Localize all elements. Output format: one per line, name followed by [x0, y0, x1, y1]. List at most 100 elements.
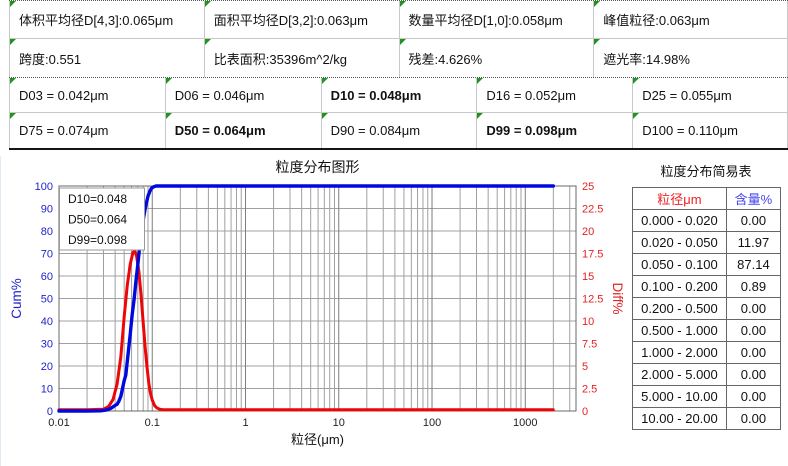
- summary-table: 粒径μm 含量% 0.000 - 0.020 0.00 0.020 - 0.050 11.…: [632, 187, 782, 430]
- percentile-cell[interactable]: D03 = 0.042μm: [9, 78, 165, 113]
- content-value-cell: 11.97: [725, 231, 782, 254]
- annotation-text: D50=0.064: [68, 213, 127, 227]
- percentile-cell-text: D99 = 0.098μm: [486, 123, 578, 138]
- summary-panel: 粒度分布简易表 粒径μm 含量% 0.000 - 0.020 0.00 0.020 - …: [631, 161, 782, 430]
- statistics-table: 体积平均径D[4,3]:0.065μm 面积平均径D[3,2]:0.063μm 数量…: [9, 0, 788, 78]
- stat-cell-text: 数量平均径D[1,0]:0.058μm: [408, 13, 563, 28]
- percentile-cell-text: D100 = 0.110μm: [642, 123, 738, 138]
- stat-cell-text: 体积平均径D[4,3]:0.065μm: [19, 13, 174, 28]
- size-range-cell: 10.00 - 20.00: [632, 407, 727, 430]
- percentile-cell[interactable]: D50 = 0.064μm: [164, 113, 321, 148]
- left-tick-label: 50: [41, 294, 53, 306]
- annotation-box: [59, 187, 145, 251]
- percentile-cell-text: D25 = 0.055μm: [642, 87, 732, 103]
- cell-marker-icon: [321, 78, 328, 84]
- table-row: 0.020 - 0.050 11.97: [632, 231, 782, 254]
- percentile-cell[interactable]: D06 = 0.046μm: [164, 78, 321, 113]
- percentile-cell[interactable]: D25 = 0.055μm: [632, 78, 788, 113]
- cell-marker-icon: [10, 39, 16, 45]
- stat-cell[interactable]: 比表面积:35396m^2/kg: [203, 39, 399, 77]
- table-row: 0.050 - 0.100 87.14: [632, 253, 782, 276]
- stat-cell[interactable]: 遮光率:14.98%: [593, 39, 788, 77]
- table-row: 5.000 - 10.00 0.00: [632, 385, 782, 408]
- annotation-text: D10=0.048: [68, 192, 127, 206]
- table-row: 10.00 - 20.00 0.00: [632, 407, 782, 430]
- cell-marker-icon: [165, 78, 172, 84]
- stat-cell-text: 面积平均径D[3,2]:0.063μm: [213, 13, 368, 28]
- x-tick-label: 10: [333, 417, 345, 429]
- distribution-chart: D10=0.048D50=0.064D99=0.0980102030405060…: [9, 159, 625, 447]
- cell-marker-icon: [165, 113, 172, 119]
- percentile-cell[interactable]: D100 = 0.110μm: [632, 113, 788, 148]
- size-range-cell: 2.000 - 5.000: [632, 363, 727, 386]
- size-range-cell: 0.020 - 0.050: [632, 231, 727, 254]
- cell-marker-icon: [10, 113, 16, 119]
- right-tick-label: 17.5: [582, 249, 603, 261]
- percentile-cell-text: D50 = 0.064μm: [174, 123, 266, 138]
- stat-cell[interactable]: 体积平均径D[4,3]:0.065μm: [9, 1, 204, 39]
- content-value-cell: 0.00: [725, 363, 782, 386]
- cell-marker-icon: [594, 1, 601, 7]
- content-value-cell: 0.00: [725, 407, 782, 430]
- percentile-cell[interactable]: D16 = 0.052μm: [476, 78, 633, 113]
- right-tick-label: 12.5: [582, 294, 603, 306]
- content-value-cell: 0.89: [725, 275, 782, 298]
- size-range-cell: 0.200 - 0.500: [632, 297, 727, 320]
- cumulative-curve: [57, 184, 555, 413]
- content-value-cell: 87.14: [725, 253, 782, 276]
- x-tick-label: 100: [423, 417, 441, 429]
- content-value-cell: 0.00: [725, 385, 782, 408]
- table-row: 0.100 - 0.200 0.89: [632, 275, 782, 298]
- percentile-cell[interactable]: D75 = 0.074μm: [9, 113, 165, 148]
- right-tick-label: 5: [582, 361, 588, 373]
- stat-cell-text: 峰值粒径:0.063μm: [603, 13, 710, 28]
- right-tick-label: 15: [582, 271, 594, 283]
- left-tick-label: 90: [41, 204, 53, 216]
- right-axis-label: Diff%: [610, 282, 625, 314]
- cell-marker-icon: [204, 1, 211, 7]
- content-value-cell: 0.00: [725, 341, 782, 364]
- cell-marker-icon: [477, 113, 484, 119]
- percentile-cell[interactable]: D10 = 0.048μm: [320, 78, 477, 113]
- annotation-text: D99=0.098: [68, 233, 127, 247]
- left-tick-label: 0: [47, 406, 53, 418]
- right-tick-label: 22.5: [582, 204, 603, 216]
- left-tick-label: 10: [41, 384, 53, 396]
- right-tick-label: 20: [582, 226, 594, 238]
- stat-cell[interactable]: 跨度:0.551: [9, 39, 204, 77]
- right-tick-label: 25: [582, 181, 594, 193]
- summary-table-title: 粒度分布简易表: [660, 164, 752, 179]
- x-tick-label: 0.01: [48, 417, 69, 429]
- left-tick-label: 20: [41, 361, 53, 373]
- percentile-cell-text: D10 = 0.048μm: [330, 87, 422, 103]
- x-axis-label: 粒径(μm): [291, 432, 344, 447]
- differential-curve: [57, 249, 555, 412]
- stat-cell[interactable]: 数量平均径D[1,0]:0.058μm: [398, 1, 594, 39]
- stat-cell[interactable]: 峰值粒径:0.063μm: [593, 1, 788, 39]
- percentile-cell[interactable]: D99 = 0.098μm: [476, 113, 633, 148]
- cell-marker-icon: [10, 1, 16, 7]
- x-tick-label: 1000: [513, 417, 537, 429]
- table-row: 0.200 - 0.500 0.00: [632, 297, 782, 320]
- cell-marker-icon: [633, 78, 640, 84]
- distribution-chart-panel: D10=0.048 D50=0.064 D99=0.098 0 10 20 30 40 50 60…: [0, 156, 630, 466]
- left-tick-label: 70: [41, 249, 53, 261]
- size-range-cell: 0.100 - 0.200: [632, 275, 727, 298]
- table-row: 0.000 - 0.020 0.00: [632, 209, 782, 232]
- cell-marker-icon: [594, 39, 601, 45]
- stat-cell[interactable]: 残差:4.626%: [398, 39, 594, 77]
- size-range-cell: 0.500 - 1.000: [632, 319, 727, 342]
- right-tick-label: 7.5: [582, 339, 597, 351]
- stat-cell-text: 跨度:0.551: [19, 51, 82, 67]
- summary-header-content: 含量%: [725, 187, 782, 210]
- summary-header-size: 粒径μm: [632, 187, 727, 210]
- percentile-cell[interactable]: D90 = 0.084μm: [320, 113, 477, 148]
- percentile-cell-text: D03 = 0.042μm: [19, 87, 109, 103]
- cell-marker-icon: [477, 78, 484, 84]
- stat-cell-text: 残差:4.626%: [408, 51, 483, 67]
- percentile-cell-text: D06 = 0.046μm: [174, 87, 265, 103]
- size-range-cell: 5.000 - 10.00: [632, 385, 727, 408]
- stat-cell[interactable]: 面积平均径D[3,2]:0.063μm: [203, 1, 399, 39]
- left-tick-label: 30: [41, 339, 53, 351]
